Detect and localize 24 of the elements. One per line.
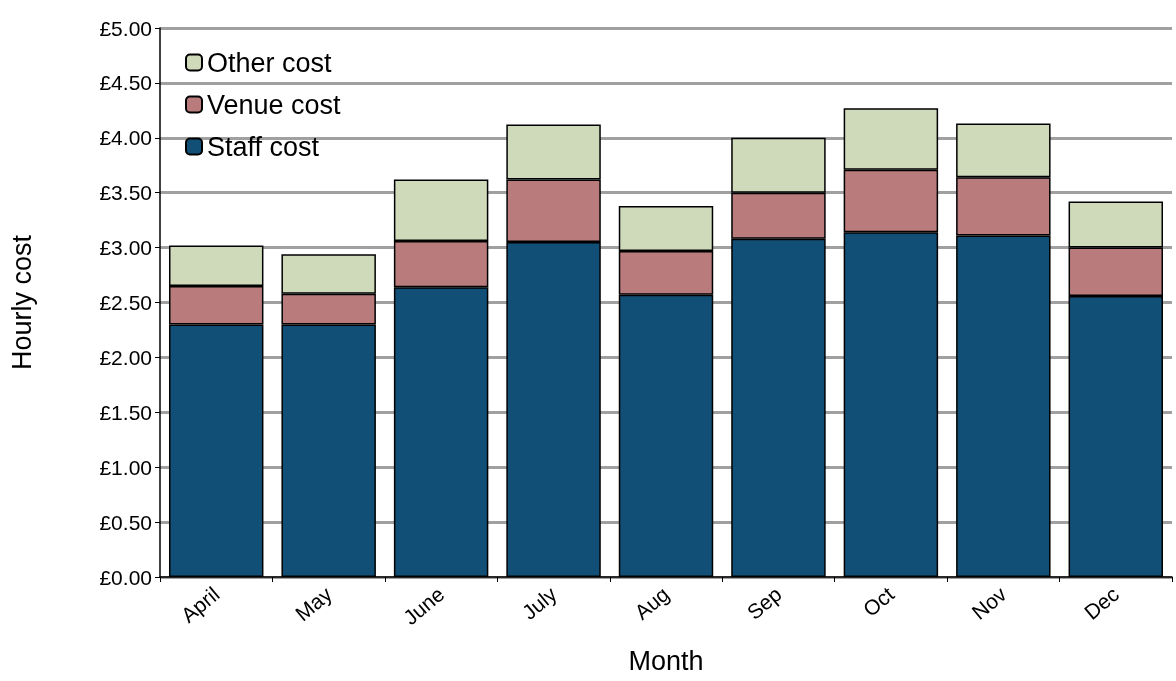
y-tick-label: £4.00 <box>99 126 152 150</box>
legend-label: Venue cost <box>207 89 342 120</box>
y-tick-label: £0.50 <box>99 510 152 534</box>
x-tick-label: Sep <box>742 582 786 624</box>
legend-label: Staff cost <box>207 131 320 162</box>
x-tick-label: Nov <box>967 581 1012 624</box>
y-tick-label: £4.50 <box>99 71 152 95</box>
y-axis-title: Hourly cost <box>6 234 37 371</box>
x-tick-label: Aug <box>629 582 674 624</box>
x-axis-title: Month <box>628 645 704 676</box>
y-tick-label: £5.00 <box>99 16 152 40</box>
y-tick-label: £2.00 <box>99 345 152 369</box>
x-tick-label: Dec <box>1079 582 1124 624</box>
x-tick-label: May <box>290 581 337 626</box>
y-tick-label: £1.00 <box>99 455 152 479</box>
x-tick-label: July <box>517 581 562 624</box>
y-tick-label: £1.50 <box>99 400 152 424</box>
x-tick-label: Oct <box>858 582 899 621</box>
y-tick-label: £0.00 <box>99 565 152 589</box>
x-tick-label: June <box>398 582 449 630</box>
legend-label: Other cost <box>207 47 333 78</box>
y-tick-label: £2.50 <box>99 291 152 314</box>
y-tick-label: £3.50 <box>99 181 152 205</box>
y-tick-label: £3.00 <box>99 236 152 260</box>
